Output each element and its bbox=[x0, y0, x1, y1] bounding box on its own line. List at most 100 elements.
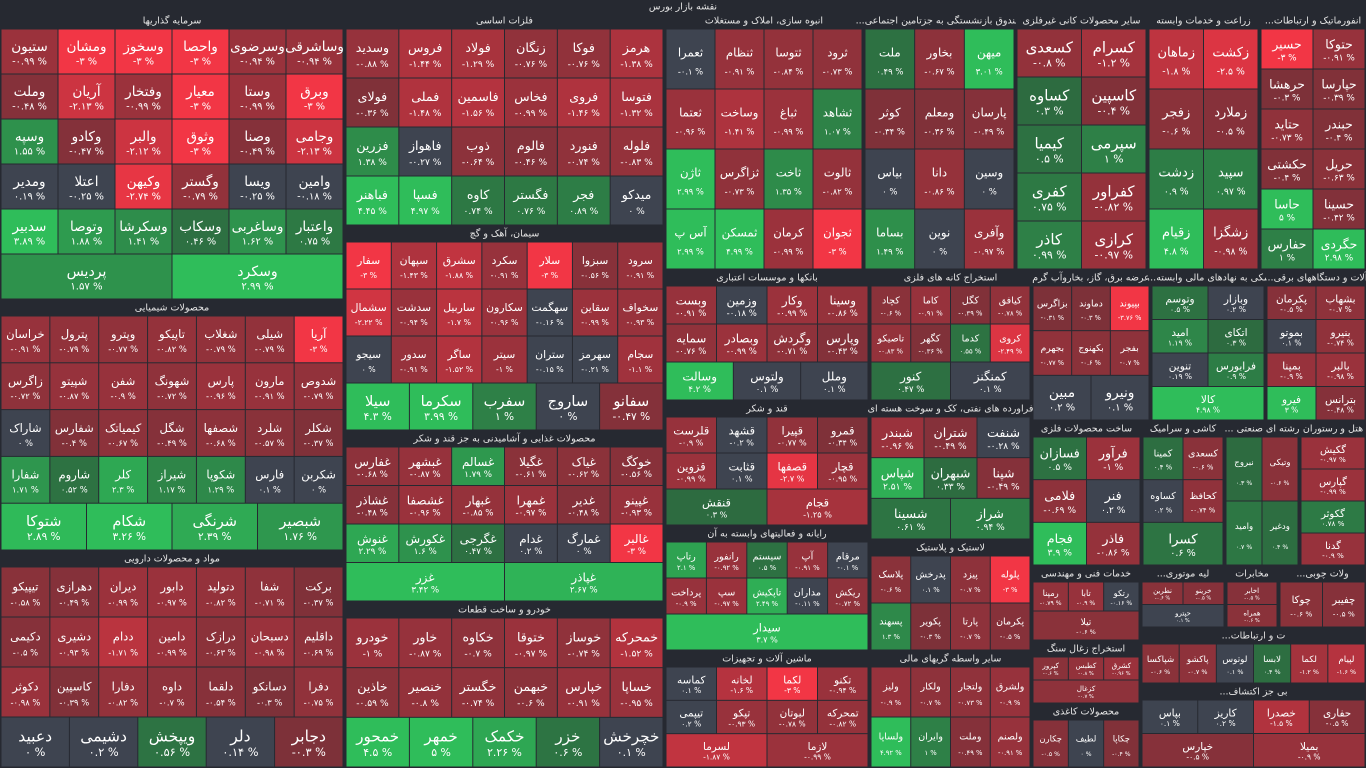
stock-tile[interactable] bbox=[346, 336, 391, 383]
stock-tile[interactable] bbox=[818, 453, 868, 489]
stock-tile[interactable] bbox=[1254, 734, 1365, 767]
stock-tile[interactable] bbox=[437, 289, 482, 336]
stock-tile[interactable] bbox=[706, 578, 747, 614]
stock-tile[interactable] bbox=[1261, 149, 1313, 189]
stock-tile[interactable] bbox=[1309, 700, 1365, 734]
stock-tile[interactable] bbox=[473, 717, 536, 767]
stock-tile[interactable] bbox=[767, 286, 818, 324]
stock-tile[interactable] bbox=[294, 617, 343, 667]
stock-tile[interactable] bbox=[1142, 582, 1183, 605]
stock-tile[interactable] bbox=[764, 149, 813, 209]
stock-tile[interactable] bbox=[990, 717, 1030, 767]
stock-tile[interactable] bbox=[1017, 125, 1082, 173]
stock-tile[interactable] bbox=[1143, 437, 1183, 480]
stock-tile[interactable] bbox=[1104, 582, 1139, 611]
stock-tile[interactable] bbox=[990, 556, 1030, 603]
stock-tile[interactable] bbox=[1262, 501, 1298, 565]
stock-tile[interactable] bbox=[294, 410, 343, 456]
stock-tile[interactable] bbox=[1033, 331, 1072, 375]
stock-tile[interactable] bbox=[1301, 469, 1365, 501]
stock-tile[interactable] bbox=[715, 209, 764, 269]
stock-tile[interactable] bbox=[399, 29, 452, 78]
stock-tile[interactable] bbox=[1261, 29, 1313, 69]
stock-tile[interactable] bbox=[1017, 29, 1082, 77]
stock-tile[interactable] bbox=[294, 667, 343, 717]
stock-tile[interactable] bbox=[505, 486, 557, 524]
stock-tile[interactable] bbox=[964, 149, 1014, 209]
stock-tile[interactable] bbox=[610, 447, 663, 486]
stock-tile[interactable] bbox=[717, 417, 767, 453]
stock-tile[interactable] bbox=[1254, 644, 1291, 683]
stock-tile[interactable] bbox=[172, 119, 229, 164]
stock-tile[interactable] bbox=[399, 127, 452, 176]
stock-tile[interactable] bbox=[610, 486, 663, 524]
stock-tile[interactable] bbox=[1208, 286, 1264, 320]
stock-tile[interactable] bbox=[148, 617, 196, 667]
stock-tile[interactable] bbox=[964, 89, 1014, 149]
stock-tile[interactable] bbox=[818, 667, 868, 700]
stock-tile[interactable] bbox=[666, 362, 733, 400]
stock-tile[interactable] bbox=[1316, 320, 1365, 353]
stock-tile[interactable] bbox=[1033, 611, 1139, 640]
stock-tile[interactable] bbox=[1301, 501, 1365, 533]
stock-tile[interactable] bbox=[58, 209, 115, 254]
stock-tile[interactable] bbox=[346, 563, 505, 601]
stock-tile[interactable] bbox=[1033, 480, 1087, 522]
stock-tile[interactable] bbox=[951, 717, 990, 767]
stock-tile[interactable] bbox=[196, 567, 245, 617]
stock-tile[interactable] bbox=[1204, 89, 1258, 149]
stock-tile[interactable] bbox=[286, 74, 343, 119]
stock-tile[interactable] bbox=[1082, 77, 1146, 125]
stock-tile[interactable] bbox=[1082, 29, 1146, 77]
stock-tile[interactable] bbox=[871, 458, 924, 498]
stock-tile[interactable] bbox=[557, 486, 610, 524]
stock-tile[interactable] bbox=[1142, 734, 1254, 767]
stock-tile[interactable] bbox=[557, 668, 610, 717]
stock-tile[interactable] bbox=[666, 29, 715, 89]
stock-tile[interactable] bbox=[1, 74, 58, 119]
stock-tile[interactable] bbox=[871, 603, 911, 650]
stock-tile[interactable] bbox=[482, 242, 527, 289]
stock-tile[interactable] bbox=[437, 242, 482, 289]
stock-tile[interactable] bbox=[764, 89, 813, 149]
stock-tile[interactable] bbox=[990, 324, 1030, 362]
stock-tile[interactable] bbox=[452, 524, 504, 563]
stock-tile[interactable] bbox=[911, 667, 950, 717]
stock-tile[interactable] bbox=[1291, 644, 1328, 683]
stock-tile[interactable] bbox=[666, 149, 715, 209]
stock-tile[interactable] bbox=[1068, 582, 1104, 611]
stock-tile[interactable] bbox=[964, 29, 1014, 89]
stock-tile[interactable] bbox=[99, 567, 148, 617]
stock-tile[interactable] bbox=[767, 417, 818, 453]
stock-tile[interactable] bbox=[767, 489, 868, 525]
stock-tile[interactable] bbox=[115, 119, 172, 164]
stock-tile[interactable] bbox=[1198, 700, 1253, 734]
stock-tile[interactable] bbox=[1216, 644, 1253, 683]
stock-tile[interactable] bbox=[409, 383, 473, 430]
stock-tile[interactable] bbox=[536, 383, 600, 430]
stock-tile[interactable] bbox=[951, 556, 990, 603]
stock-tile[interactable] bbox=[951, 324, 990, 362]
stock-tile[interactable] bbox=[924, 417, 977, 458]
stock-tile[interactable] bbox=[399, 618, 452, 668]
stock-tile[interactable] bbox=[1301, 533, 1365, 565]
stock-tile[interactable] bbox=[1261, 229, 1313, 269]
stock-tile[interactable] bbox=[452, 447, 504, 486]
stock-tile[interactable] bbox=[1142, 644, 1179, 683]
stock-tile[interactable] bbox=[865, 89, 915, 149]
stock-tile[interactable] bbox=[258, 503, 343, 550]
stock-tile[interactable] bbox=[818, 700, 868, 734]
stock-tile[interactable] bbox=[346, 78, 399, 127]
stock-tile[interactable] bbox=[505, 618, 557, 668]
stock-tile[interactable] bbox=[600, 717, 663, 767]
stock-tile[interactable] bbox=[346, 668, 399, 717]
stock-tile[interactable] bbox=[764, 209, 813, 269]
stock-tile[interactable] bbox=[1, 410, 50, 456]
stock-tile[interactable] bbox=[767, 324, 818, 362]
stock-tile[interactable] bbox=[1033, 657, 1068, 680]
stock-tile[interactable] bbox=[1033, 522, 1087, 565]
stock-tile[interactable] bbox=[58, 119, 115, 164]
stock-tile[interactable] bbox=[437, 336, 482, 383]
stock-tile[interactable] bbox=[399, 78, 452, 127]
stock-tile[interactable] bbox=[148, 567, 196, 617]
